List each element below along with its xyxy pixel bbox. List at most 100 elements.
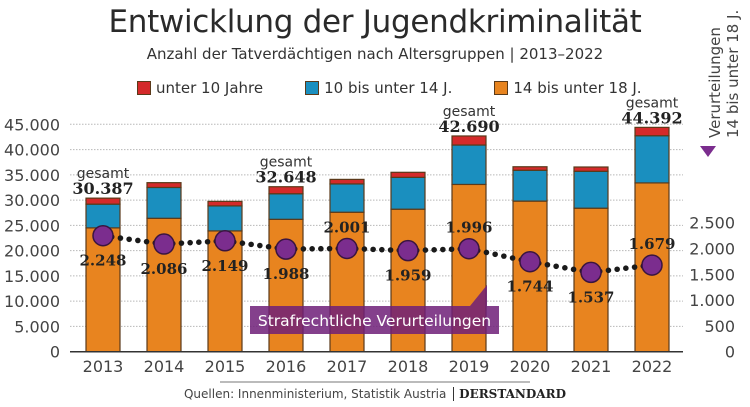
line-dot [187, 239, 193, 246]
total-caption: gesamt [443, 104, 496, 120]
total-value: 32.648 [255, 168, 316, 187]
x-tick-label: 2022 [632, 357, 673, 376]
total-value: 44.392 [621, 108, 682, 127]
y2-tick-label: 0 [725, 343, 735, 362]
x-tick-label: 2021 [571, 357, 612, 376]
bar-segment [146, 186, 182, 219]
data-point [275, 238, 297, 260]
line-dot [553, 263, 559, 270]
data-point [153, 233, 175, 255]
bar-segment [573, 166, 609, 172]
line-dot [483, 249, 490, 256]
legend-swatch-red [137, 81, 151, 95]
y2-tick-label: 2.000 [689, 240, 735, 259]
legend-swatch-orange [494, 81, 509, 95]
bar-segment [207, 200, 243, 207]
y2-axis-title-line1: Verurteilungen [706, 27, 724, 138]
bar-segment [329, 183, 365, 213]
y2-axis-title-line2: 14 bis unter 18 J. [724, 10, 742, 138]
data-label: 1.996 [446, 219, 493, 237]
x-tick-label: 2016 [266, 357, 307, 376]
label-pointer [470, 285, 487, 306]
data-label: 2.001 [324, 218, 371, 236]
total-caption: gesamt [77, 166, 130, 182]
bar-segment [451, 144, 487, 186]
bar-segment [512, 200, 548, 353]
line-dot [422, 247, 429, 253]
bar-segment [634, 126, 670, 137]
y-tick-label: 20.000 [4, 242, 60, 261]
chart-subtitle: Anzahl der Tatverdächtigen nach Altersgr… [146, 45, 604, 63]
total-caption: gesamt [626, 95, 679, 111]
y-tick-label: 10.000 [4, 292, 60, 311]
data-point [519, 250, 541, 273]
legend-swatch-blue [305, 81, 320, 95]
line-dot [326, 245, 333, 252]
line-dot [379, 246, 385, 253]
line-dot [440, 246, 446, 253]
y-tick-label: 5.000 [14, 317, 60, 336]
line-dot [361, 246, 368, 252]
legend: unter 10 Jahre 10 bis unter 14 J. 14 bis… [137, 79, 642, 97]
bar-segment [390, 171, 426, 178]
line-dot [570, 266, 577, 273]
bar-segment [451, 135, 487, 146]
total-caption: gesamt [260, 155, 313, 171]
line-dot [492, 251, 498, 258]
line-dot [300, 246, 307, 252]
bar-segment [85, 203, 121, 229]
data-label: 1.679 [629, 235, 676, 253]
line-dot [135, 237, 141, 244]
line-dot [143, 238, 150, 245]
data-label: 1.744 [507, 278, 554, 296]
legend-label: 10 bis unter 14 J. [324, 79, 453, 97]
line-dot [265, 243, 272, 250]
y-tick-label: 45.000 [4, 115, 60, 134]
bar-segment [85, 197, 121, 205]
line-dot [309, 246, 315, 252]
line-dot [562, 265, 568, 271]
x-tick-label: 2018 [388, 357, 429, 376]
total-value: 30.387 [72, 179, 133, 198]
chart-title: Entwicklung der Jugendkriminalität [108, 4, 642, 40]
line-dot [501, 253, 507, 259]
line-dot [257, 242, 263, 249]
line-dot [248, 241, 254, 248]
line-dot [631, 264, 638, 270]
brand-logo: DERSTANDARD [453, 387, 566, 401]
bar-segment [146, 182, 182, 189]
legend-label: 14 bis unter 18 J. [513, 79, 642, 97]
line-dot [509, 255, 516, 261]
y-tick-label: 35.000 [4, 166, 60, 185]
bar-segment [268, 186, 304, 195]
data-point [641, 254, 663, 276]
triangle-marker-icon [700, 146, 716, 157]
y-tick-label: 15.000 [4, 267, 60, 286]
legend-item-10-14: 10 bis unter 14 J. [305, 79, 452, 97]
data-point [92, 224, 114, 247]
data-label: 2.149 [202, 257, 249, 275]
y2-tick-label: 500 [704, 317, 735, 336]
legend-label: unter 10 Jahre [156, 79, 264, 97]
total-value: 42.690 [438, 117, 499, 136]
bar-segment [85, 227, 121, 353]
line-dot [178, 240, 185, 246]
bar-segment [390, 176, 426, 210]
data-point [214, 230, 236, 252]
bar-segment [512, 169, 548, 202]
line-dot [614, 266, 620, 273]
line-dot [605, 267, 612, 274]
bar-segment [329, 178, 365, 185]
line-dot [318, 245, 324, 252]
bar-segment [207, 205, 243, 232]
data-label: 1.537 [568, 288, 615, 306]
data-point [397, 239, 419, 262]
data-label: 2.086 [141, 260, 188, 278]
series-label: Strafrechtliche Verurteilungen [258, 312, 491, 330]
line-dot [431, 246, 437, 253]
line-dot [239, 240, 246, 246]
line-dot [204, 238, 211, 245]
source-line: Quellen: Innenministerium, Statistik Aus… [0, 387, 750, 401]
line-dot [448, 246, 455, 253]
line-dot [387, 247, 394, 253]
